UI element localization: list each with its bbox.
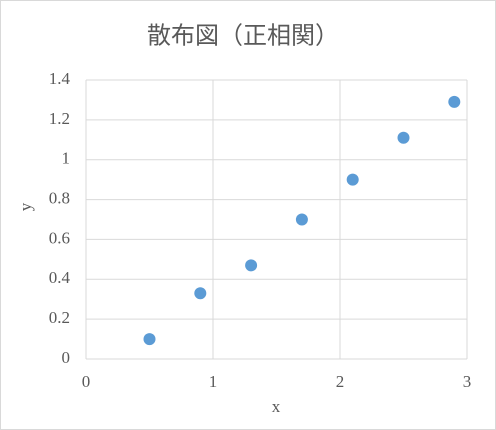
- y-tick-label: 0.8: [49, 188, 70, 207]
- chart-title: 散布図（正相関）: [147, 23, 339, 50]
- x-tick-label: 3: [463, 372, 472, 391]
- x-tick-label: 0: [82, 372, 91, 391]
- y-tick-label: 0.6: [49, 228, 70, 247]
- data-point: [295, 213, 308, 226]
- y-axis-label: y: [16, 202, 35, 211]
- data-point: [194, 287, 207, 300]
- y-tick-label: 0.4: [49, 268, 71, 287]
- y-tick-label: 1.4: [49, 69, 71, 88]
- y-tick-label: 1.2: [49, 109, 70, 128]
- data-point: [245, 259, 258, 272]
- y-tick-label: 0.2: [49, 308, 70, 327]
- data-point: [397, 131, 410, 144]
- y-tick-label: 0: [62, 348, 71, 367]
- data-point: [448, 95, 461, 108]
- data-point: [143, 333, 156, 346]
- x-tick-label: 1: [209, 372, 218, 391]
- x-axis-label: x: [272, 397, 281, 416]
- x-tick-label: 2: [336, 372, 345, 391]
- y-tick-label: 1: [62, 149, 71, 168]
- data-point: [346, 173, 359, 186]
